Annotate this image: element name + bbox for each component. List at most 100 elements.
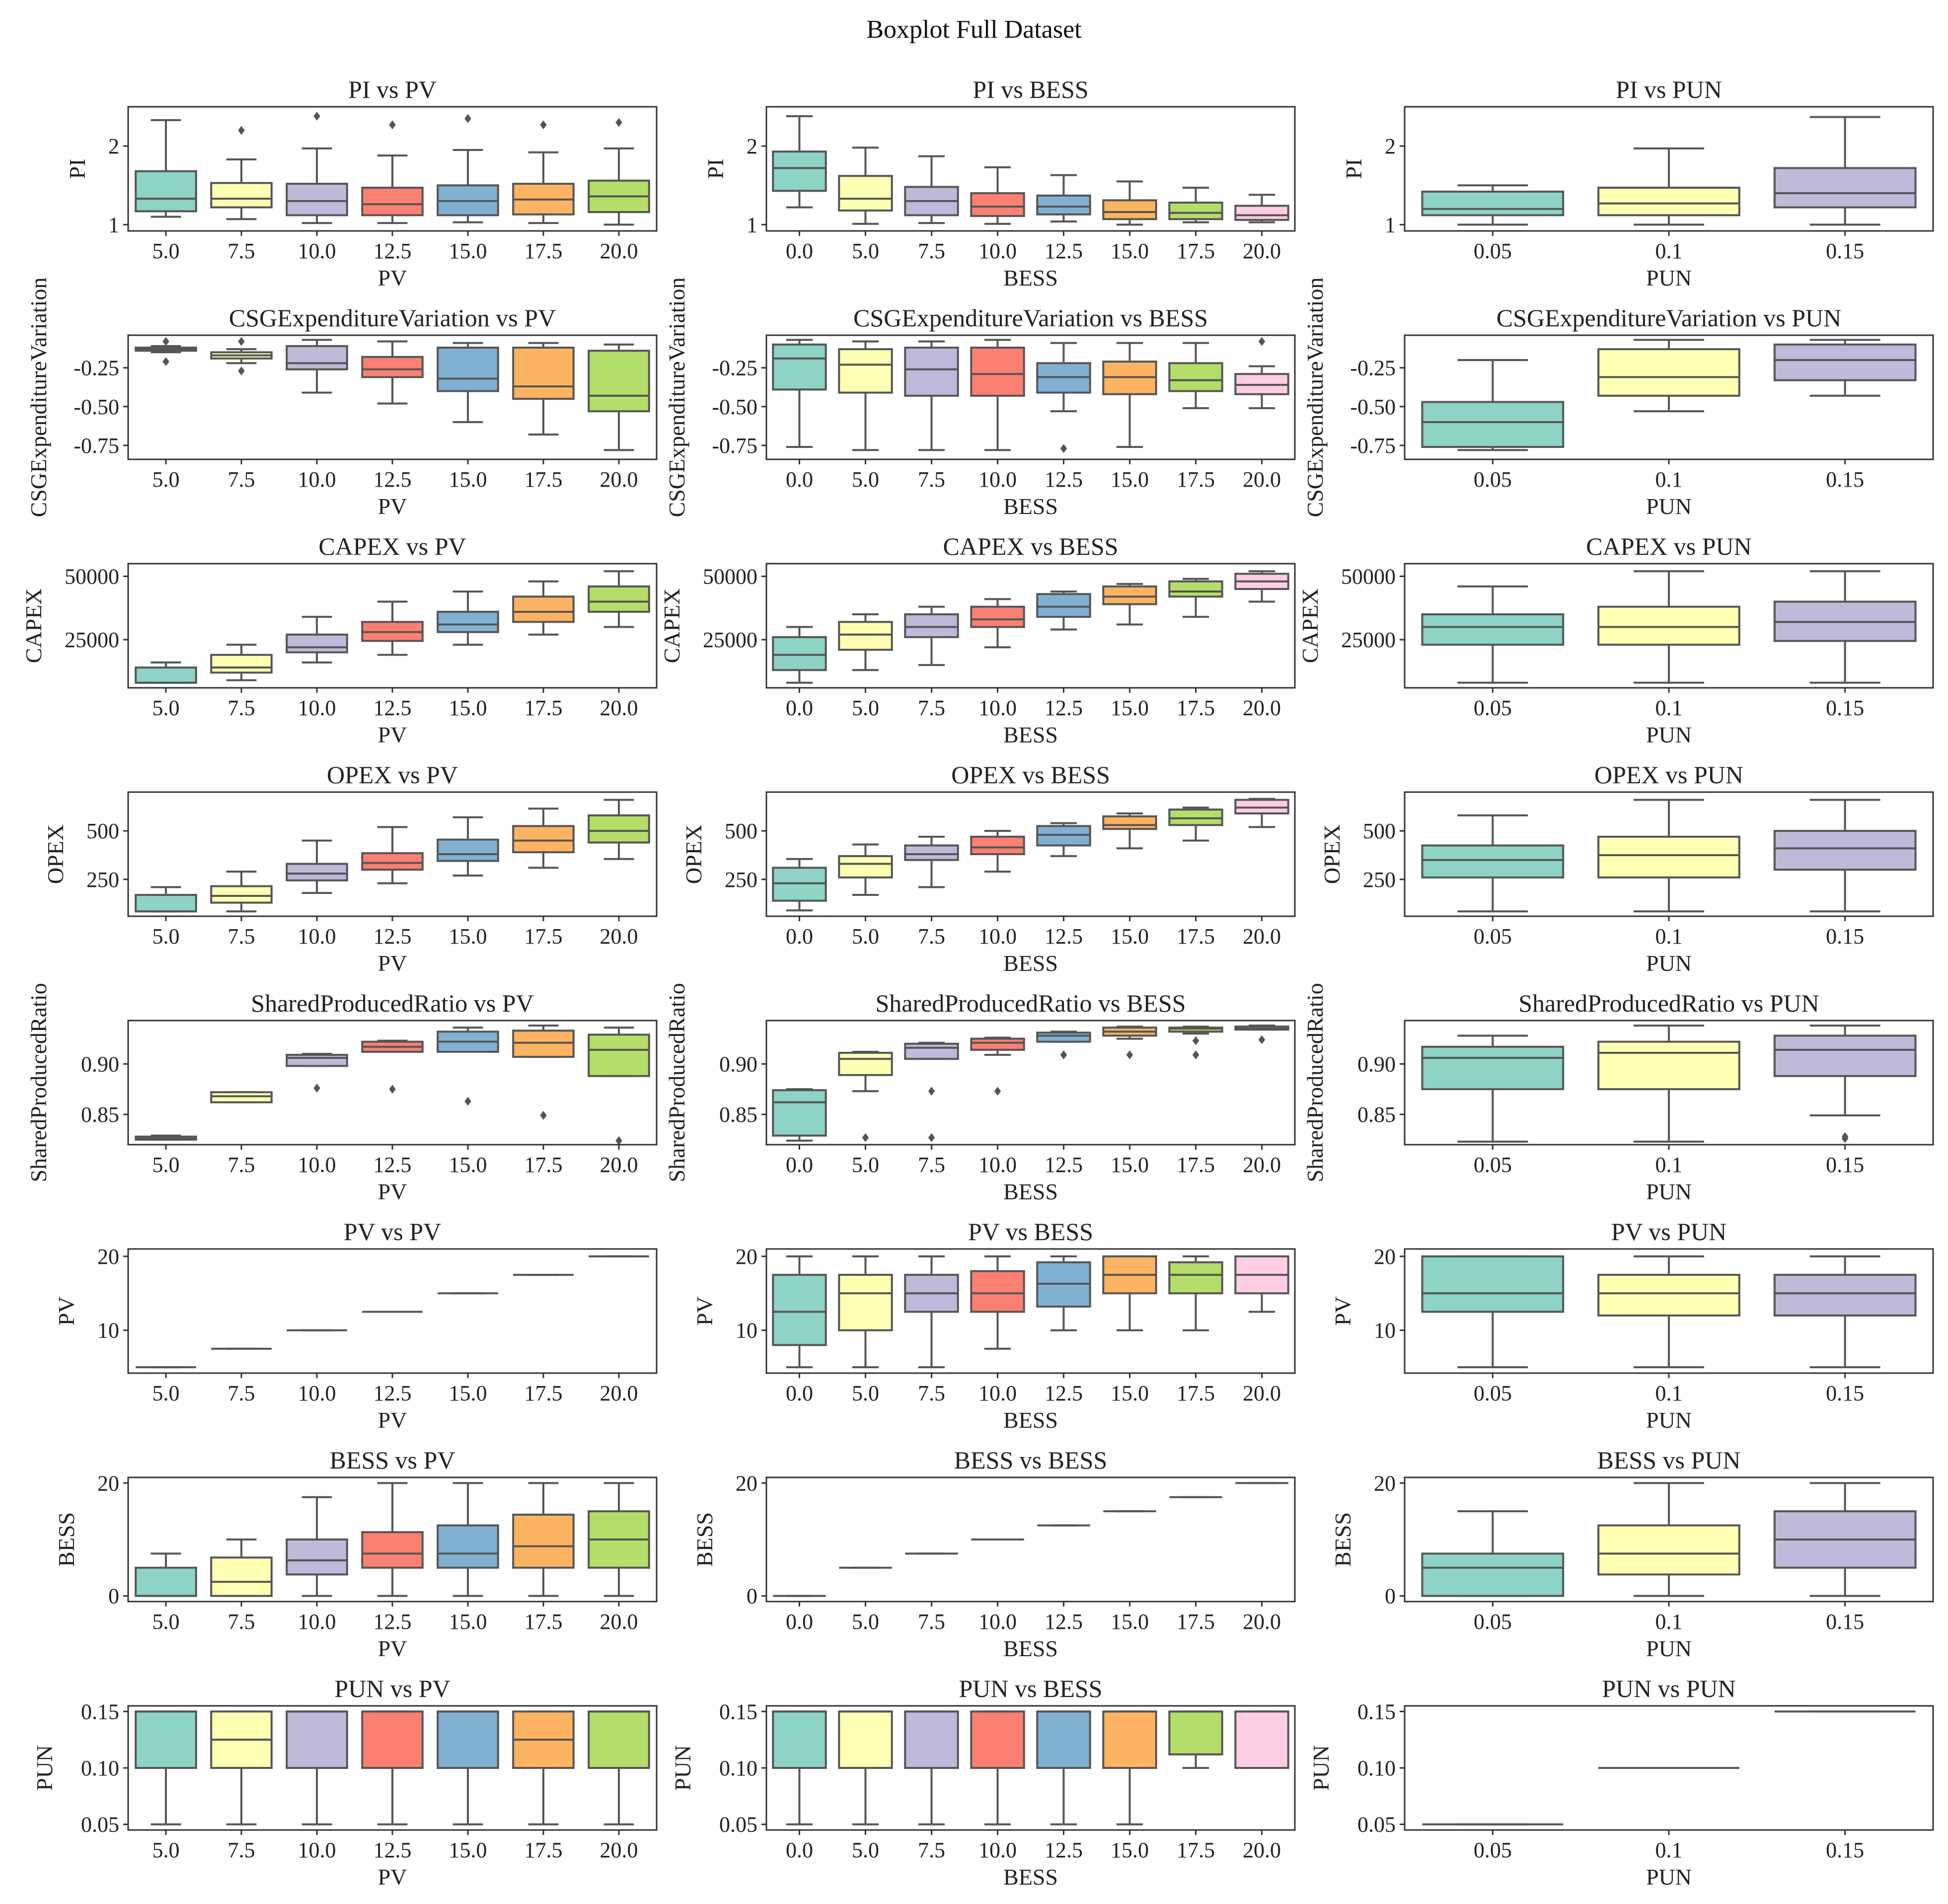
x-tick-label: 5.0 xyxy=(152,1838,180,1862)
y-axis-label: CAPEX xyxy=(21,588,46,663)
box-iqr xyxy=(437,1710,499,1769)
box-5.0 xyxy=(838,340,893,451)
subplot-title: BESS vs BESS xyxy=(954,1446,1107,1474)
x-tick-label: 12.5 xyxy=(1045,1381,1083,1405)
subplot-title: PV vs PUN xyxy=(1611,1218,1727,1245)
box-5.0 xyxy=(838,146,893,225)
x-axis-label: BESS xyxy=(1003,951,1058,976)
x-tick-label: 17.5 xyxy=(1177,239,1215,263)
y-tick-label: 250 xyxy=(725,868,757,892)
box-iqr xyxy=(1597,348,1740,397)
x-tick-label: 5.0 xyxy=(852,467,879,492)
box-iqr xyxy=(210,1556,273,1597)
x-axis-label: BESS xyxy=(1003,1407,1058,1433)
x-tick-label: 12.5 xyxy=(374,1153,412,1177)
box-iqr xyxy=(838,1052,893,1076)
y-axis-label: SharedProducedRatio xyxy=(26,983,51,1182)
box-iqr xyxy=(1036,1710,1091,1769)
box-iqr xyxy=(904,1710,959,1769)
x-axis-label: PV xyxy=(378,265,407,291)
x-tick-label: 0.05 xyxy=(1474,696,1512,720)
box-iqr xyxy=(1597,1274,1740,1317)
x-tick-label: 10.0 xyxy=(978,924,1017,949)
box-iqr xyxy=(1597,186,1740,217)
subplot-title: PI vs PUN xyxy=(1616,75,1722,103)
x-tick-label: 17.5 xyxy=(524,467,563,492)
box-0.0 xyxy=(772,1088,827,1142)
x-tick-label: 20.0 xyxy=(1243,467,1281,492)
box-10.0 xyxy=(970,598,1025,649)
x-tick-label: 0.15 xyxy=(1826,1381,1864,1405)
x-tick-label: 10.0 xyxy=(978,467,1017,492)
box-iqr xyxy=(588,350,650,413)
box-iqr xyxy=(135,1710,197,1769)
outlier-point xyxy=(1258,337,1266,346)
box-iqr xyxy=(1421,613,1565,646)
axes-frame xyxy=(765,563,1296,689)
box-20.0 xyxy=(1234,798,1289,828)
x-axis-label: PV xyxy=(378,1179,407,1204)
y-axis-label: SharedProducedRatio xyxy=(1302,983,1328,1182)
outlier-point xyxy=(1841,1132,1849,1141)
y-axis-label: OPEX xyxy=(43,824,68,884)
box-iqr xyxy=(1234,1710,1289,1769)
x-tick-label: 12.5 xyxy=(1045,467,1083,492)
y-tick-label: 500 xyxy=(725,819,757,843)
box-iqr xyxy=(1773,1034,1917,1077)
y-axis-label: CAPEX xyxy=(1297,588,1323,663)
y-tick-label: 500 xyxy=(1363,819,1396,843)
box-0.05 xyxy=(1421,1510,1565,1597)
y-axis-label: PV xyxy=(1330,1297,1355,1326)
x-tick-label: 0.15 xyxy=(1826,924,1864,949)
box-iqr xyxy=(1102,199,1157,220)
subplot-title: CSGExpenditureVariation vs PUN xyxy=(1497,304,1841,332)
subplot-title: CAPEX vs BESS xyxy=(943,532,1119,560)
x-tick-label: 0.05 xyxy=(1474,1153,1512,1177)
y-tick-label: 0.05 xyxy=(81,1813,119,1837)
box-iqr xyxy=(1773,830,1917,871)
x-tick-label: 20.0 xyxy=(600,1838,638,1862)
box-iqr xyxy=(970,347,1025,397)
y-tick-label: 0 xyxy=(1385,1584,1396,1609)
box-iqr xyxy=(588,1033,650,1077)
box-iqr xyxy=(1102,585,1157,605)
x-tick-label: 7.5 xyxy=(918,1381,945,1405)
x-tick-label: 0.1 xyxy=(1655,924,1683,949)
box-iqr xyxy=(1597,835,1740,879)
x-tick-label: 10.0 xyxy=(298,1610,336,1634)
box-15.0 xyxy=(1102,1025,1157,1060)
subplot-pv-vs-pv: PV vs PV 5.0 7.5 10.0 12.5 15.0 17.5 20.0 PV 10 20… xyxy=(54,1218,658,1433)
x-tick-label: 5.0 xyxy=(152,924,180,949)
box-iqr xyxy=(1168,1261,1223,1295)
x-tick-label: 10.0 xyxy=(978,239,1017,263)
x-tick-label: 0.15 xyxy=(1826,696,1864,720)
box-7.5 xyxy=(904,1255,959,1369)
box-iqr xyxy=(838,855,893,879)
x-axis-label: PV xyxy=(378,1864,407,1890)
x-tick-label: 7.5 xyxy=(228,1838,255,1862)
box-0.15 xyxy=(1773,1255,1917,1369)
box-iqr xyxy=(135,666,197,684)
subplot-title: PUN vs PUN xyxy=(1602,1675,1736,1702)
y-axis-label: PUN xyxy=(1308,1745,1334,1791)
axes-frame xyxy=(765,334,1296,460)
x-tick-label: 17.5 xyxy=(524,239,563,263)
box-0.05 xyxy=(1421,359,1565,451)
x-tick-label: 20.0 xyxy=(600,924,638,949)
box-0.1 xyxy=(1597,799,1740,913)
outlier-point xyxy=(928,1133,935,1142)
box-10.0 xyxy=(286,1710,348,1826)
x-tick-label: 0.1 xyxy=(1655,467,1683,492)
x-tick-label: 10.0 xyxy=(298,1838,336,1862)
y-tick-label: 250 xyxy=(1363,868,1396,892)
x-tick-label: 15.0 xyxy=(449,1381,487,1405)
x-tick-label: 17.5 xyxy=(1177,1610,1215,1634)
box-20.0 xyxy=(1234,570,1289,603)
box-iqr xyxy=(1168,580,1223,598)
box-7.5 xyxy=(210,126,273,220)
box-iqr xyxy=(437,838,499,862)
x-tick-label: 10.0 xyxy=(298,1153,336,1177)
box-iqr xyxy=(1234,205,1289,221)
x-tick-label: 0.05 xyxy=(1474,1381,1512,1405)
x-tick-label: 10.0 xyxy=(978,1838,1017,1862)
